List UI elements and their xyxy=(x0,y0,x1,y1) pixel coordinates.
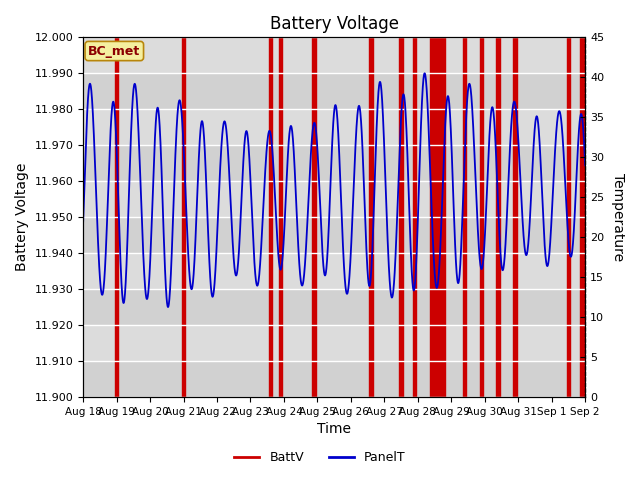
Title: Battery Voltage: Battery Voltage xyxy=(269,15,399,33)
Bar xyxy=(279,37,282,397)
Bar xyxy=(269,37,272,397)
Bar xyxy=(312,37,316,397)
Bar xyxy=(413,37,416,397)
Bar xyxy=(567,37,570,397)
Bar xyxy=(399,37,403,397)
Text: BC_met: BC_met xyxy=(88,45,140,58)
Bar xyxy=(83,145,585,181)
X-axis label: Time: Time xyxy=(317,422,351,436)
Bar xyxy=(83,361,585,397)
Bar xyxy=(497,37,500,397)
Bar xyxy=(182,37,185,397)
Bar xyxy=(580,37,584,397)
Legend: BattV, PanelT: BattV, PanelT xyxy=(229,446,411,469)
Y-axis label: Temperature: Temperature xyxy=(611,173,625,261)
Bar xyxy=(83,217,585,253)
Bar xyxy=(463,37,467,397)
Bar xyxy=(513,37,516,397)
Bar xyxy=(83,73,585,109)
Bar xyxy=(115,37,118,397)
Bar xyxy=(369,37,372,397)
Bar xyxy=(429,37,445,397)
Bar xyxy=(480,37,483,397)
Y-axis label: Battery Voltage: Battery Voltage xyxy=(15,163,29,271)
Bar xyxy=(83,289,585,325)
